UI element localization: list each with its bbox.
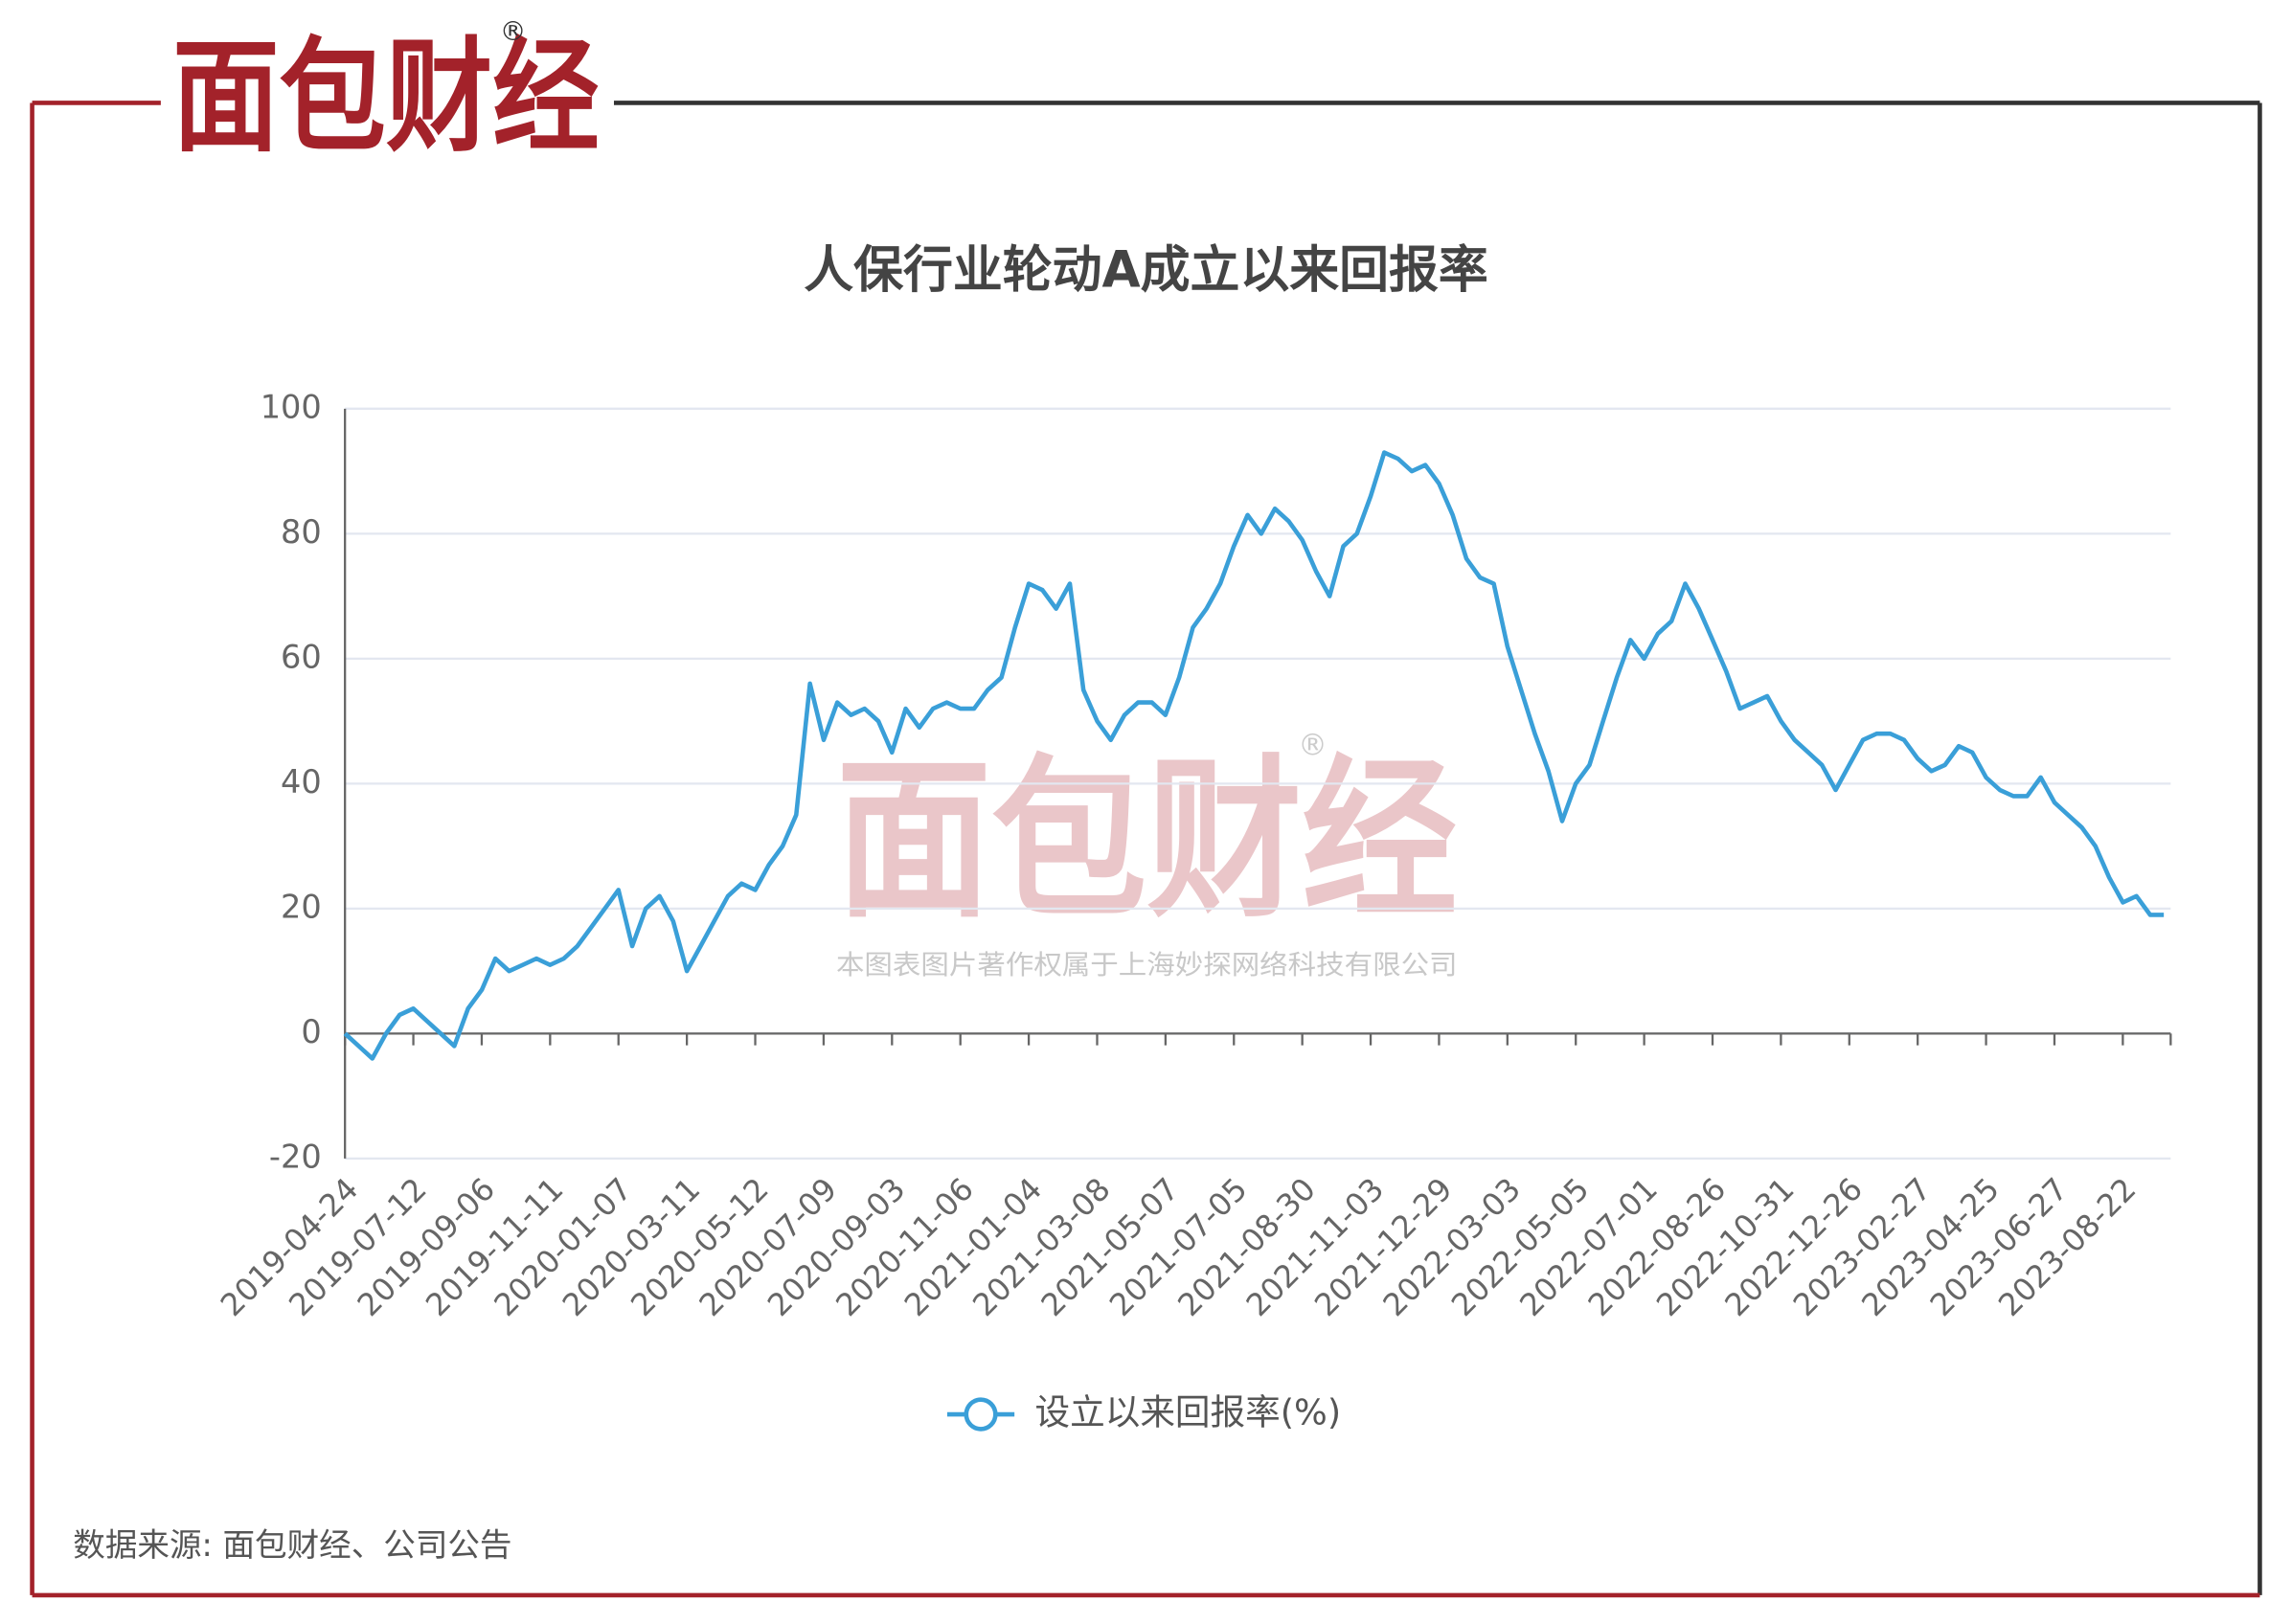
y-tick-label: 80 — [281, 513, 322, 551]
watermark-registered: ® — [1298, 729, 1328, 762]
legend-marker — [964, 1397, 998, 1432]
y-tick-label: 60 — [281, 638, 322, 675]
watermark-copyright: 本图表图片著作权属于上海妙探网络科技有限公司 — [836, 950, 1458, 981]
chart-title: 人保行业轮动A成立以来回报率 — [804, 241, 1488, 299]
y-tick-label: 20 — [281, 888, 322, 925]
watermark-logo: 面包财经 — [836, 738, 1458, 941]
y-tick-label: 0 — [301, 1013, 321, 1050]
logo-registered: ® — [500, 16, 526, 47]
source: 数据来源: 面包财经、公司公告 — [73, 1526, 511, 1564]
series-line — [343, 450, 2165, 1061]
y-tick-label: -20 — [269, 1138, 322, 1175]
y-tick-label: 40 — [281, 763, 322, 801]
logo: 面包财经 — [172, 26, 600, 169]
legend-label: 设立以来回报率(%) — [1035, 1391, 1342, 1432]
y-tick-label: 100 — [261, 388, 322, 425]
